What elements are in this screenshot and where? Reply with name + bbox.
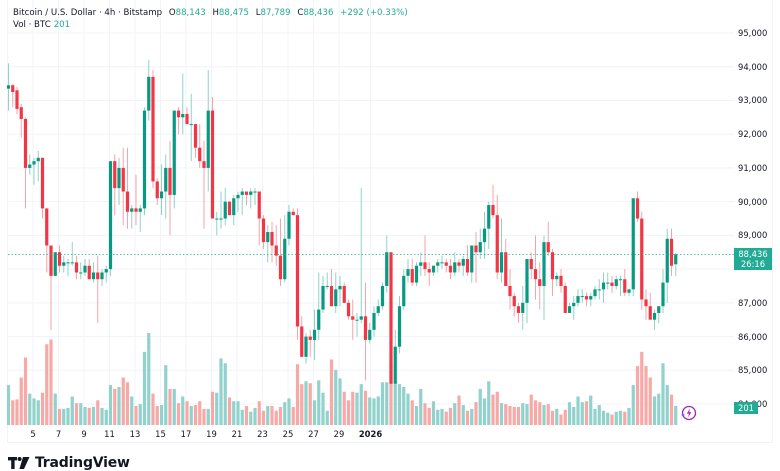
symbol-title: Bitcoin / U.S. Dollar · 4h · Bitstamp — [13, 8, 163, 18]
open-label: O — [168, 8, 176, 18]
time-tick-label: 5 — [30, 429, 36, 439]
high-value: 88,475 — [218, 8, 249, 18]
price-tick-label: 85,000 — [738, 365, 768, 376]
price-tick-label: 95,000 — [738, 28, 768, 38]
time-tick-label: 19 — [206, 429, 217, 439]
time-tick-label: 7 — [55, 429, 62, 439]
time-tick-label: 17 — [180, 429, 192, 439]
price-tick-label: 87,000 — [738, 297, 768, 308]
grid-lines — [8, 0, 734, 425]
low-label: L — [255, 8, 261, 18]
high-label: H — [212, 8, 219, 18]
volume-label: Vol · BTC — [13, 20, 51, 30]
volume-tag: 201 — [734, 402, 758, 414]
last-price-tag: 88,436 26:16 — [734, 248, 772, 270]
bar-countdown: 26:16 — [740, 259, 766, 269]
time-tick-label: 13 — [129, 429, 141, 439]
tradingview-logo-text: TradingView — [35, 455, 130, 471]
symbol-legend: Bitcoin / U.S. Dollar · 4h · Bitstamp O8… — [13, 7, 408, 20]
price-tick-label: 92,000 — [738, 129, 768, 140]
price-tick-label: 91,000 — [738, 162, 768, 173]
candles — [6, 59, 678, 394]
volume-bars — [6, 333, 678, 425]
price-tick-label: 86,000 — [738, 331, 768, 342]
low-value: 87,789 — [260, 8, 291, 18]
price-tick-label: 90,000 — [738, 196, 768, 207]
time-tick-label: 23 — [257, 429, 268, 439]
chart-frame[interactable] — [7, 0, 773, 443]
time-tick-label: 15 — [155, 429, 166, 439]
time-tick-label: 25 — [282, 429, 294, 439]
last-price-value: 88,436 — [738, 249, 768, 259]
tradingview-logo[interactable]: TradingView — [8, 455, 130, 471]
price-tick-label: 89,000 — [738, 230, 768, 241]
tradingview-logo-icon — [8, 457, 30, 469]
lightning-icon[interactable] — [681, 405, 697, 421]
price-tick-label: 94,000 — [738, 61, 768, 72]
time-tick-label: 27 — [308, 429, 319, 439]
time-tick-label: 29 — [333, 429, 345, 439]
open-value: 88,143 — [175, 8, 206, 18]
time-tick-label: 2026 — [358, 429, 383, 439]
volume-value: 201 — [53, 20, 71, 30]
price-tick-label: 93,000 — [738, 95, 768, 106]
change-value: +292 (+0.33%) — [340, 8, 408, 18]
time-tick-label: 11 — [104, 429, 115, 439]
time-tick-label: 21 — [231, 429, 243, 439]
close-value: 88,436 — [303, 8, 334, 18]
time-tick-label: 9 — [81, 429, 87, 439]
volume-legend: Vol · BTC 201 — [13, 20, 70, 30]
close-label: C — [297, 8, 304, 18]
